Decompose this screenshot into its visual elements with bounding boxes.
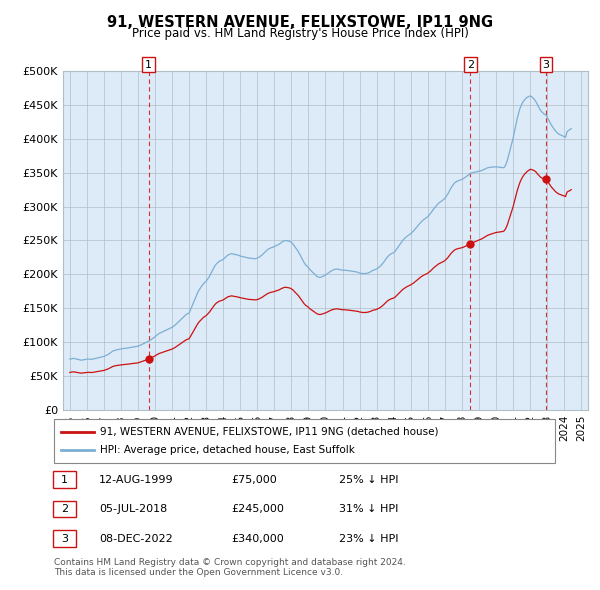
Text: 08-DEC-2022: 08-DEC-2022 — [99, 534, 173, 543]
Text: 91, WESTERN AVENUE, FELIXSTOWE, IP11 9NG: 91, WESTERN AVENUE, FELIXSTOWE, IP11 9NG — [107, 15, 493, 30]
Text: 2: 2 — [61, 504, 68, 514]
Text: £75,000: £75,000 — [231, 475, 277, 484]
Text: £340,000: £340,000 — [231, 534, 284, 543]
Text: 25% ↓ HPI: 25% ↓ HPI — [339, 475, 398, 484]
Text: 1: 1 — [61, 475, 68, 484]
Text: 05-JUL-2018: 05-JUL-2018 — [99, 504, 167, 514]
Text: Price paid vs. HM Land Registry's House Price Index (HPI): Price paid vs. HM Land Registry's House … — [131, 27, 469, 40]
Text: 91, WESTERN AVENUE, FELIXSTOWE, IP11 9NG (detached house): 91, WESTERN AVENUE, FELIXSTOWE, IP11 9NG… — [100, 427, 439, 437]
Text: 3: 3 — [542, 60, 550, 70]
Text: 3: 3 — [61, 534, 68, 543]
Text: HPI: Average price, detached house, East Suffolk: HPI: Average price, detached house, East… — [100, 445, 355, 455]
Text: 31% ↓ HPI: 31% ↓ HPI — [339, 504, 398, 514]
Text: 1: 1 — [145, 60, 152, 70]
Text: 2: 2 — [467, 60, 474, 70]
Text: £245,000: £245,000 — [231, 504, 284, 514]
Text: 12-AUG-1999: 12-AUG-1999 — [99, 475, 173, 484]
Text: Contains HM Land Registry data © Crown copyright and database right 2024.
This d: Contains HM Land Registry data © Crown c… — [54, 558, 406, 577]
Text: 23% ↓ HPI: 23% ↓ HPI — [339, 534, 398, 543]
